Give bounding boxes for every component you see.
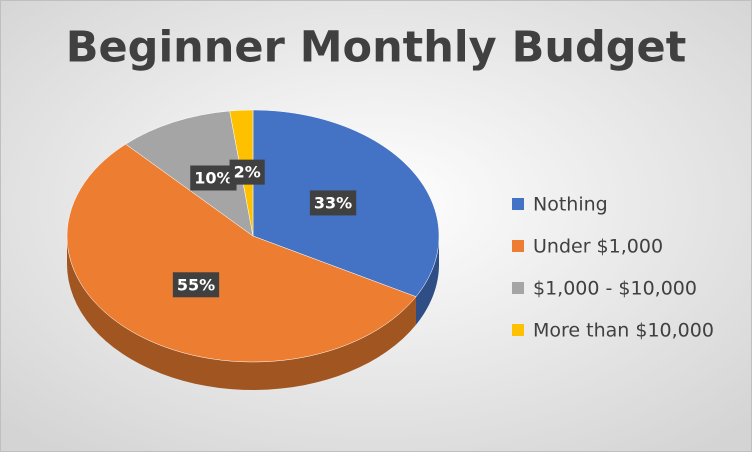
slice-side [67,236,416,390]
legend-swatch [512,324,524,336]
legend-swatch [512,240,524,252]
slice-side [415,236,439,325]
chart-title: Beginner Monthly Budget [66,23,687,73]
slice [125,110,254,237]
data-label-box [229,159,265,185]
data-label-box [190,165,237,191]
legend-label: Nothing [533,194,608,216]
legend-label: Under $1,000 [533,236,663,258]
data-label: 2% [234,163,261,182]
legend-swatch [512,282,524,294]
legend: Nothing Under $1,000 $1,000 - $10,000 More … [512,194,714,342]
data-label-box [172,272,220,298]
data-label: 10% [194,168,232,187]
data-label-box [309,190,357,216]
slice [66,143,417,363]
legend-label: $1,000 - $10,000 [533,278,697,300]
pie [66,109,440,390]
legend-swatch [512,198,524,210]
legend-label: More than $10,000 [533,320,714,342]
data-label: 55% [177,275,215,294]
data-labels: 33% 55% 10% 2% [172,159,357,298]
data-label: 33% [314,193,352,212]
